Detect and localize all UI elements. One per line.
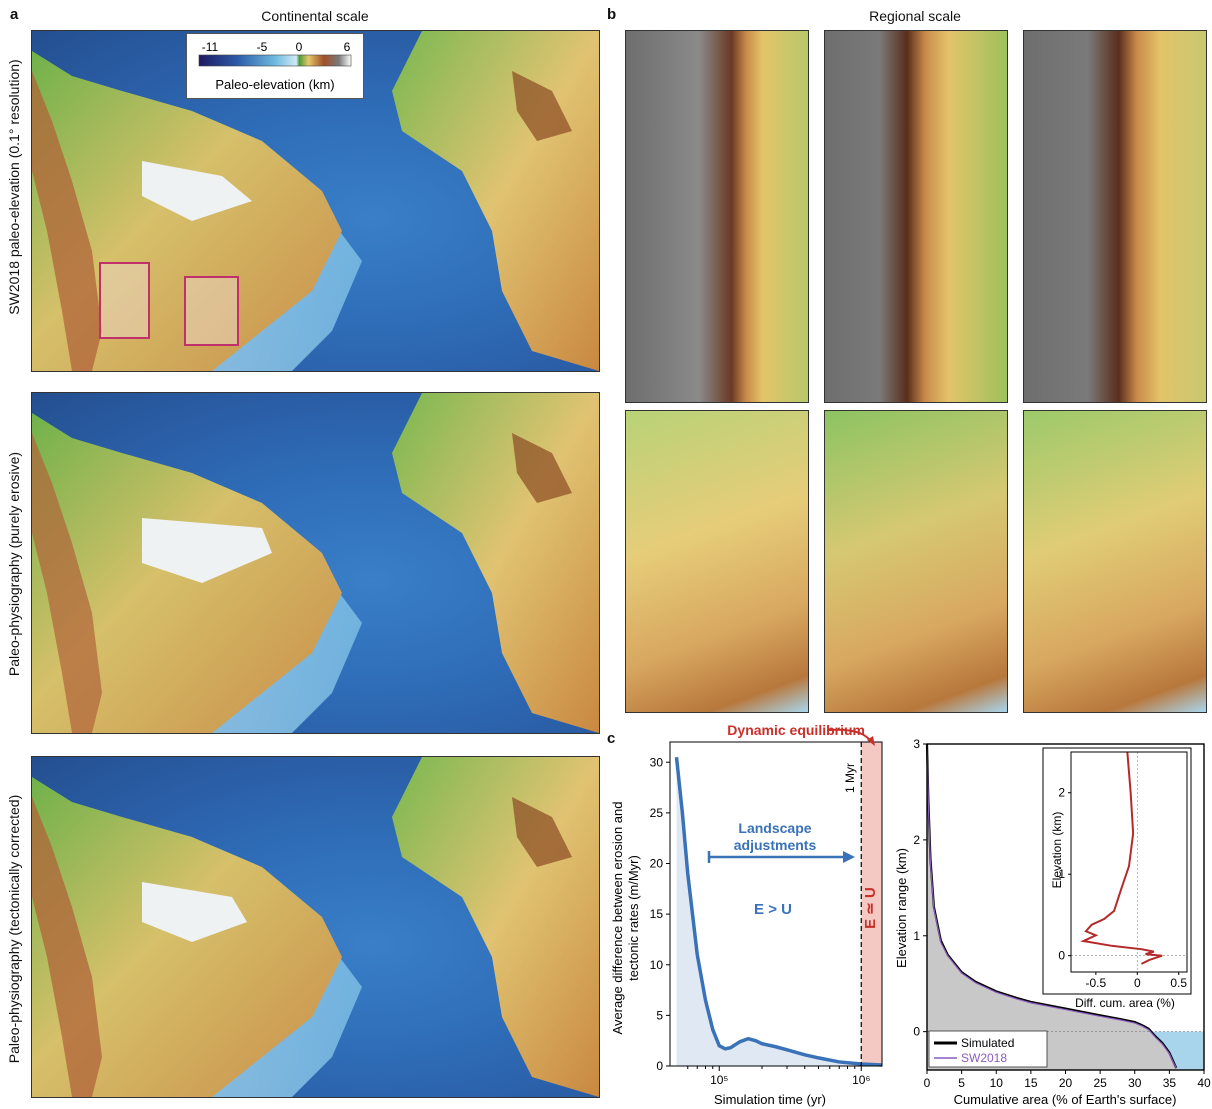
arrow-dynamic-equilibrium-head xyxy=(867,736,875,746)
left-xtick-label: 10⁵ xyxy=(710,1073,728,1087)
regional-tile-corrected-east xyxy=(1023,410,1207,713)
legend-tick-6: 6 xyxy=(344,40,351,54)
sw2018-curve xyxy=(926,743,1177,1069)
right-xtick-label: 20 xyxy=(1059,1076,1073,1090)
panel-b-letter: b xyxy=(607,6,617,23)
map-tectonically-corrected-terrain xyxy=(32,757,599,1097)
annotation-e-gt-u: E > U xyxy=(754,901,792,918)
panel-b-title: Regional scale xyxy=(869,8,961,24)
legend-tick-0: 0 xyxy=(296,40,303,54)
legend-tick-neg5: -5 xyxy=(257,40,268,54)
elevation-legend: -11 -5 0 6 Paleo-elevation (km) xyxy=(186,33,364,99)
left-ytick-label: 30 xyxy=(650,755,664,769)
right-xtick-label: 5 xyxy=(958,1076,965,1090)
map-tectonically-corrected xyxy=(31,756,600,1098)
regional-tile-erosive-east xyxy=(824,410,1008,713)
row-label-purely-erosive: Paleo-physiography (purely erosive) xyxy=(6,451,22,677)
right-ytick-label: 2 xyxy=(913,833,920,847)
legend-label-simulated: Simulated xyxy=(961,1036,1014,1050)
right-chart-xlabel: Cumulative area (% of Earth's surface) xyxy=(954,1092,1177,1107)
regional-tile-sw2018-east xyxy=(625,410,809,713)
legend-tick-neg11: -11 xyxy=(202,40,219,54)
rate-curve xyxy=(674,757,883,1067)
map-purely-erosive-terrain xyxy=(32,393,599,733)
right-xtick-label: 25 xyxy=(1093,1076,1107,1090)
right-xtick-label: 0 xyxy=(924,1076,931,1090)
annotation-landscape-line2: adjustments xyxy=(734,837,817,853)
panel-c-letter: c xyxy=(607,730,616,747)
rate-area-fill xyxy=(676,757,882,1066)
inset-background xyxy=(1042,747,1192,995)
left-xtick-label: 10⁶ xyxy=(852,1073,870,1087)
left-chart-frame xyxy=(669,741,883,1067)
inset-xtick-label: 0 xyxy=(1134,976,1141,990)
inset-diff-curve xyxy=(1080,751,1163,965)
regional-tile-corrected-west xyxy=(1023,30,1207,403)
annotation-dynamic-equilibrium: Dynamic equilibrium xyxy=(727,722,865,738)
right-xtick-label: 10 xyxy=(990,1076,1004,1090)
inset-xlabel: Diff. cum. area (%) xyxy=(1075,996,1175,1010)
left-ytick-label: 5 xyxy=(656,1008,663,1022)
right-ytick-label: 3 xyxy=(913,737,920,751)
legend-title: Paleo-elevation (km) xyxy=(215,77,334,92)
regional-tile-sw2018-west xyxy=(625,30,809,403)
left-ytick-label: 25 xyxy=(650,806,664,820)
roi-box-east xyxy=(184,276,239,346)
left-ytick-label: 10 xyxy=(650,958,664,972)
left-ytick-label: 20 xyxy=(650,857,664,871)
inset-frame xyxy=(1070,751,1188,973)
map-sw2018-terrain xyxy=(32,31,599,371)
annotation-one-myr: 1 Myr xyxy=(843,763,857,793)
elevation-colorbar: -11 -5 0 6 Paleo-elevation (km) xyxy=(198,40,352,92)
inset-ytick-label: 1 xyxy=(1058,867,1065,881)
regional-tile-erosive-west xyxy=(824,30,1008,403)
inset-diff-cum-area: 0 1 2 -0.5 0 0.5 xyxy=(1042,747,1192,995)
annotation-landscape-line1: Landscape xyxy=(738,820,811,836)
left-chart-ylabel-line1: Average difference between erosion and xyxy=(610,802,625,1035)
right-xtick-label: 30 xyxy=(1128,1076,1142,1090)
row-label-tectonically-corrected: Paleo-physiography (tectonically correct… xyxy=(6,794,22,1064)
right-xtick-label: 15 xyxy=(1024,1076,1038,1090)
landscape-arrow-head xyxy=(843,851,855,863)
inset-ytick-label: 0 xyxy=(1058,949,1065,963)
left-chart-ylabel-line2: tectonic rates (m/Myr) xyxy=(626,855,641,981)
row-label-sw2018: SW2018 paleo-elevation (0.1° resolution) xyxy=(6,59,22,315)
right-xtick-label: 35 xyxy=(1163,1076,1177,1090)
right-chart-ylabel: Elevation range (km) xyxy=(895,848,909,968)
left-chart-xlabel: Simulation time (yr) xyxy=(714,1092,826,1107)
inset-xtick-label: 0.5 xyxy=(1170,976,1187,990)
right-ytick-label: 1 xyxy=(913,929,920,943)
panel-a-title: Continental scale xyxy=(261,8,369,24)
panel-a-letter: a xyxy=(10,6,19,23)
annotation-e-approx-u: E ≃ U xyxy=(862,887,879,929)
chart-rate-difference: 0 5 10 15 20 25 30 10⁵ 10⁶ Dynamic equilibrium L… xyxy=(610,722,883,1107)
inset-ytick-label: 2 xyxy=(1058,786,1065,800)
inset-xtick-label: -0.5 xyxy=(1086,976,1107,990)
roi-box-west xyxy=(99,262,150,339)
right-ytick-label: 0 xyxy=(913,1025,920,1039)
legend-label-sw2018: SW2018 xyxy=(961,1051,1007,1065)
map-purely-erosive xyxy=(31,392,600,734)
equilibrium-band xyxy=(861,742,882,1066)
right-chart-legend: Simulated SW2018 xyxy=(928,1030,1048,1068)
right-xtick-label: 40 xyxy=(1197,1076,1211,1090)
inset-ylabel: Elevation (km) xyxy=(1050,812,1064,889)
left-ytick-label: 0 xyxy=(656,1059,663,1073)
left-ytick-label: 15 xyxy=(650,907,664,921)
